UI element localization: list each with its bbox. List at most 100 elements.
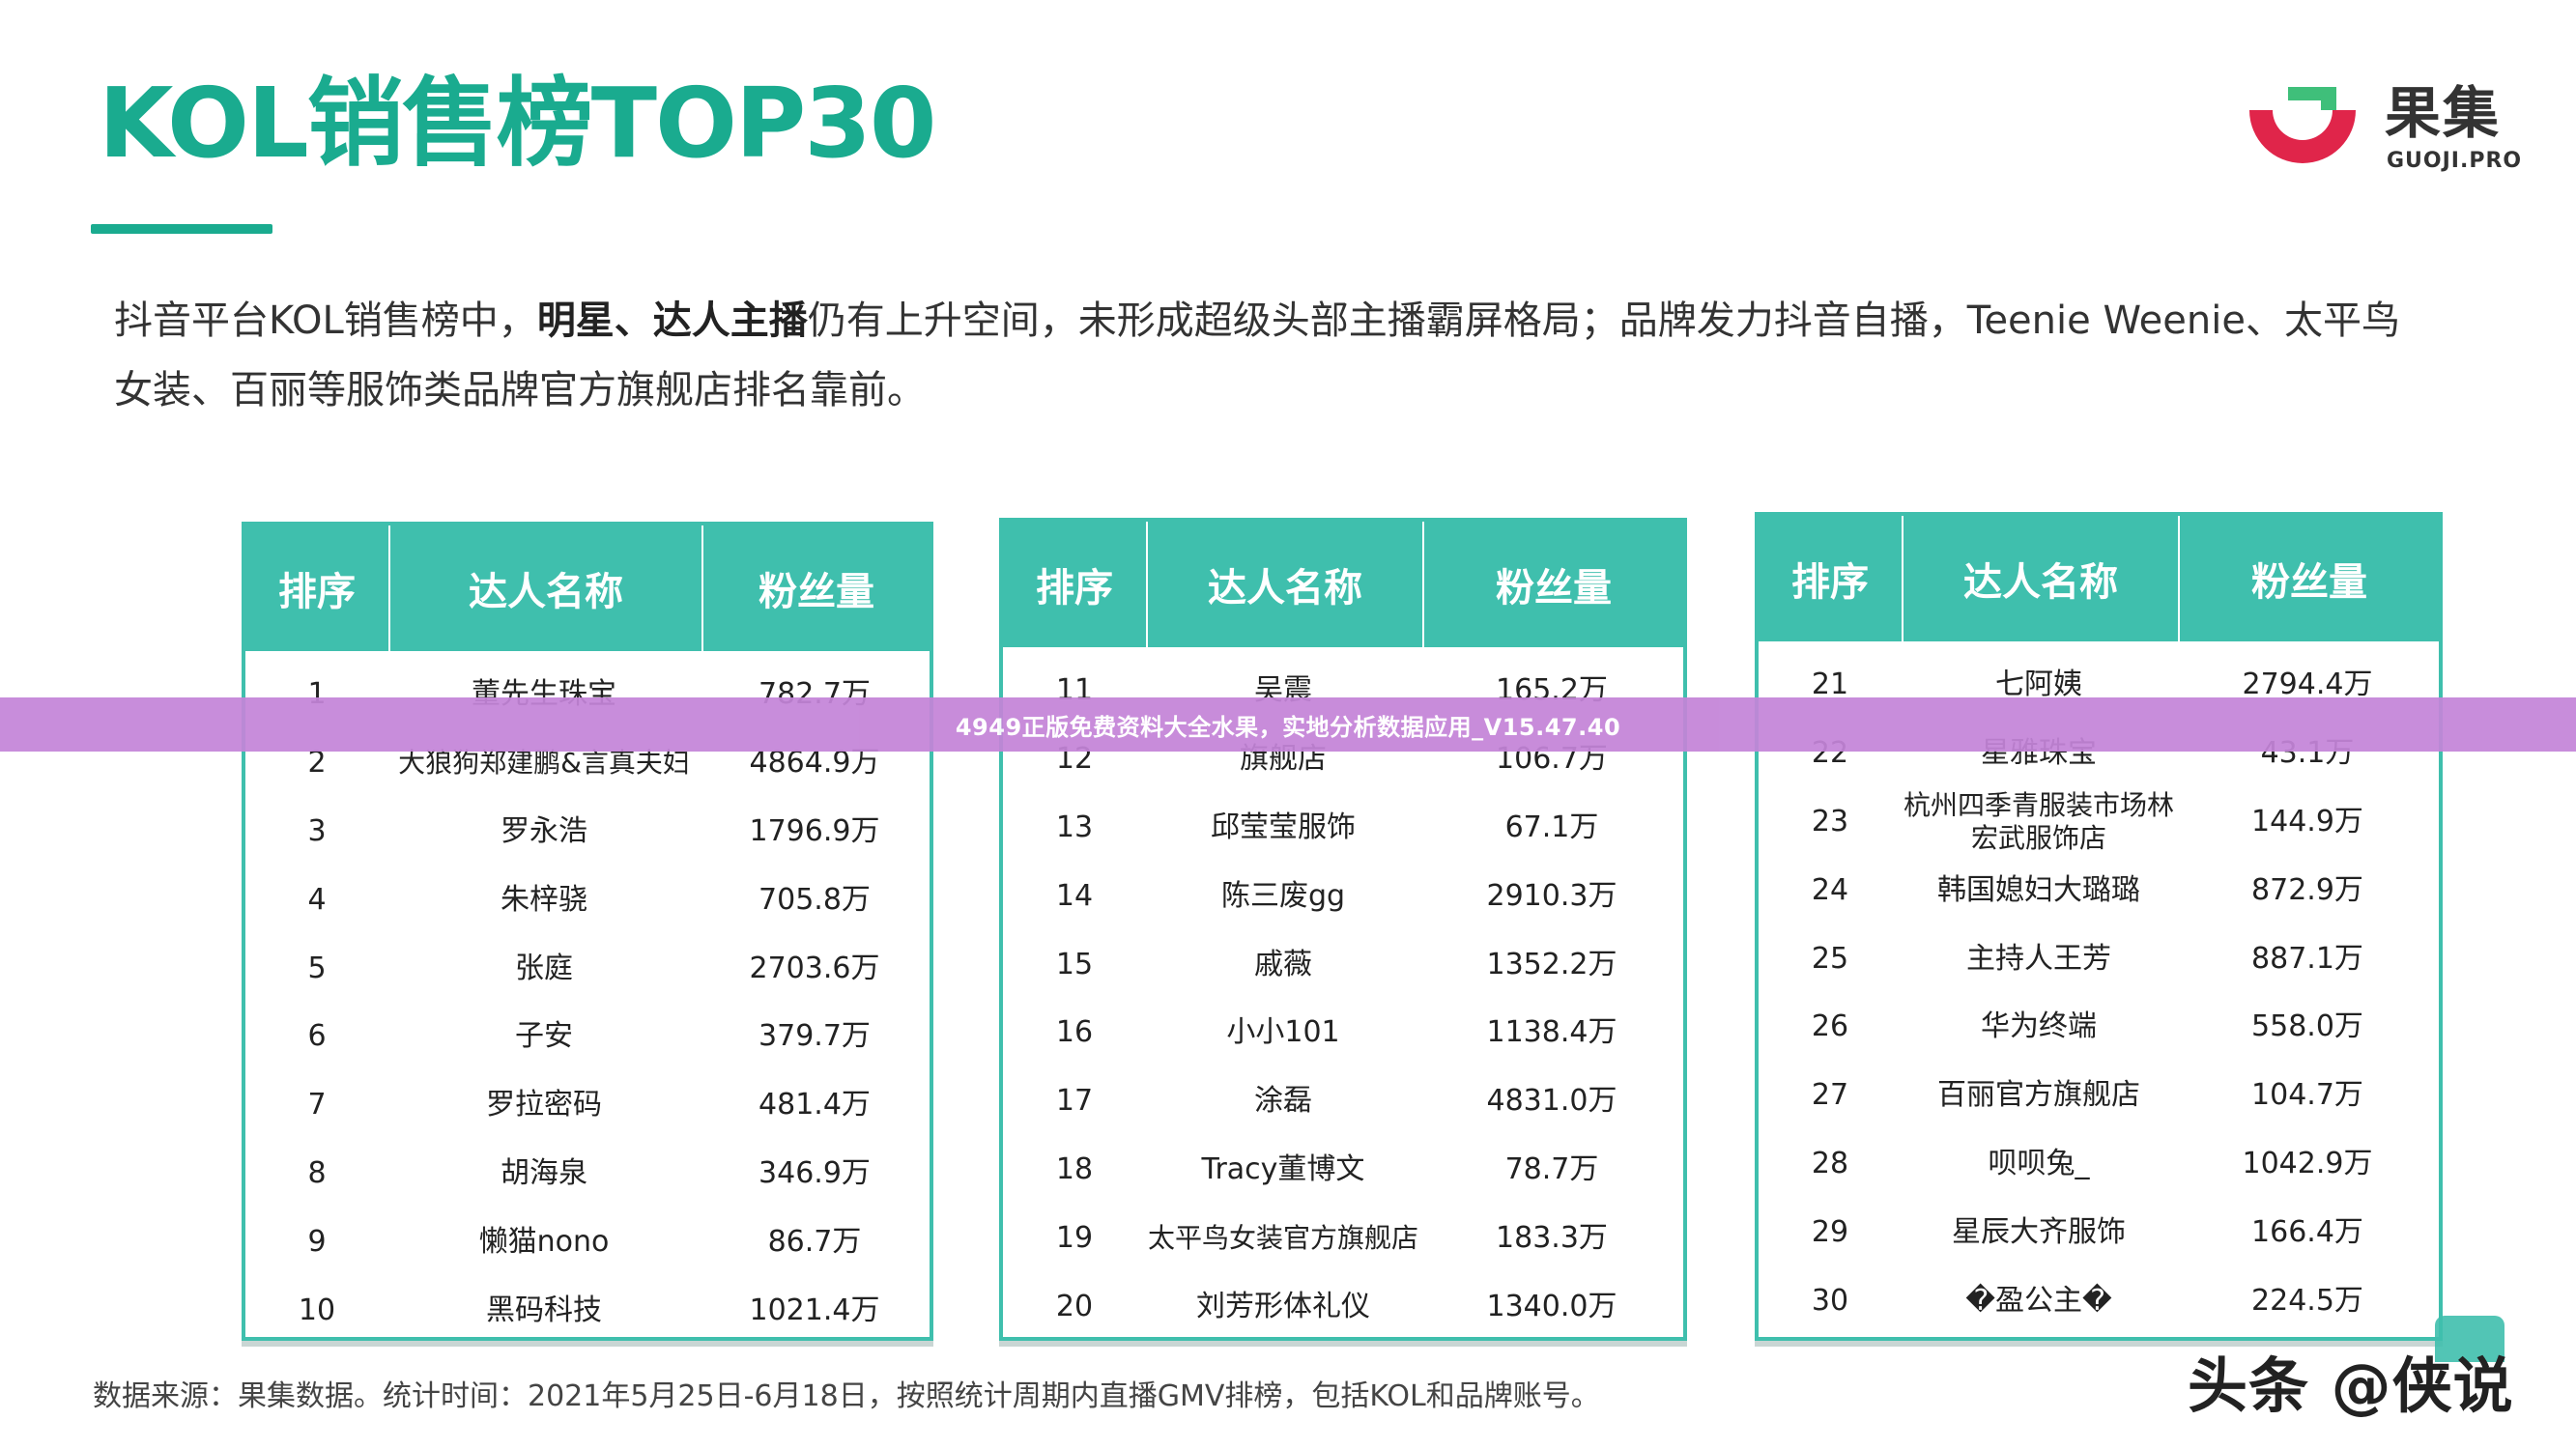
table-row: 2 大狼狗郑建鹏&言真夫妇 4864.9万: [245, 729, 930, 798]
cell-fans: 224.5万: [2251, 1283, 2363, 1318]
source-watermark: 头条 @侠说: [2188, 1350, 2514, 1421]
cell-rank: 28: [1811, 1146, 1849, 1180]
table-row: 28 呗呗兔_ 1042.9万: [1759, 1130, 2439, 1199]
cell-fans: 4831.0万: [1486, 1084, 1617, 1119]
table-body: 1 董先生珠宝 782.7万 2 大狼狗郑建鹏&言真夫妇 4864.9万 3 罗永浩 179…: [245, 651, 930, 1345]
title-underline: [91, 224, 272, 234]
table-row: 14 陈三废gg 2910.3万: [1003, 862, 1683, 930]
overlay-banner[interactable]: 4949正版免费资料大全水果，实地分析数据应用_V15.47.40: [0, 697, 2576, 752]
table-row: 18 Tracy董博文 78.7万: [1003, 1136, 1683, 1205]
cell-fans: 67.1万: [1504, 810, 1599, 844]
table-row: 17 涂磊 4831.0万: [1003, 1067, 1683, 1136]
description-part2: 仍有上升空间，未形成超级头部主播霸屏格局；品牌发力抖音自播，Teenie Wee…: [114, 298, 2400, 412]
cell-name: 涂磊: [1254, 1084, 1312, 1119]
table-row: 3 罗永浩 1796.9万: [245, 798, 930, 867]
header-rank: 排序: [1003, 522, 1148, 647]
table-row: 20 刘芳形体礼仪 1340.0万: [1003, 1272, 1683, 1341]
table-body: 11 吴震 165.2万 12 旗舰店 106.7万 13 邱莹莹服饰 67.1万 14 陈三…: [1003, 647, 1683, 1341]
brand-logo: 果集 GUOJI.PRO: [2240, 80, 2521, 178]
table-header: 排序 达人名称 粉丝量: [245, 526, 930, 651]
cell-fans: 183.3万: [1496, 1220, 1608, 1255]
cell-name: 朱梓骁: [501, 882, 587, 917]
cell-fans: 1138.4万: [1486, 1015, 1617, 1050]
cell-fans: 1340.0万: [1486, 1289, 1617, 1323]
cell-name: 邱莹莹服饰: [1211, 810, 1356, 844]
table-row: 24 韩国媳妇大璐璐 872.9万: [1759, 856, 2439, 924]
kol-table-2: 排序 达人名称 粉丝量 11 吴震 165.2万 12 旗舰店 106.7万 13 邱莹莹…: [999, 518, 1687, 1341]
banner-text[interactable]: 4949正版免费资料大全水果，实地分析数据应用_V15.47.40: [955, 713, 1621, 741]
corner-decoration: [2435, 1316, 2504, 1362]
cell-fans: 2703.6万: [749, 951, 880, 985]
cell-rank: 5: [307, 951, 327, 985]
cell-rank: 14: [1055, 878, 1094, 913]
cell-rank: 18: [1055, 1151, 1094, 1186]
cell-fans: 144.9万: [2251, 804, 2363, 838]
cell-name: 刘芳形体礼仪: [1196, 1289, 1370, 1323]
header-name: 达人名称: [1903, 516, 2180, 641]
table-row: 10 黑码科技 1021.4万: [245, 1276, 930, 1345]
cell-name: 黑码科技: [486, 1293, 602, 1327]
cell-fans: 86.7万: [767, 1224, 862, 1259]
table-row: 29 星辰大齐服饰 166.4万: [1759, 1198, 2439, 1266]
cell-rank: 21: [1811, 668, 1849, 702]
guoji-logo-icon: [2249, 87, 2356, 163]
cell-name: 星辰大齐服饰: [1952, 1214, 2126, 1249]
cell-name: 陈三废gg: [1220, 878, 1346, 913]
table-row: 15 戚薇 1352.2万: [1003, 930, 1683, 999]
cell-fans: 166.4万: [2251, 1214, 2363, 1249]
cell-name: 懒猫nono: [478, 1224, 610, 1259]
table-row: 7 罗拉密码 481.4万: [245, 1071, 930, 1140]
description-bold: 明星、达人主播: [536, 298, 808, 343]
cell-rank: 7: [307, 1088, 327, 1122]
header-name: 达人名称: [1148, 522, 1424, 647]
cell-rank: 23: [1811, 804, 1849, 838]
cell-fans: 2794.4万: [2242, 668, 2373, 702]
cell-name: 太平鸟女装官方旗舰店: [1147, 1221, 1418, 1254]
table-row: 26 华为终端 558.0万: [1759, 993, 2439, 1062]
table-row: 4 朱梓骁 705.8万: [245, 866, 930, 934]
cell-rank: 9: [307, 1224, 327, 1259]
cell-name: 戚薇: [1254, 947, 1312, 981]
table-body: 21 七阿姨 2794.4万 22 星雅珠宝 43.1万 23 杭州四季青服装市场林宏武服…: [1759, 641, 2439, 1335]
page-title: KOL销售榜TOP30: [99, 67, 936, 180]
cell-fans: 104.7万: [2251, 1078, 2363, 1113]
cell-name: 呗呗兔_: [1988, 1146, 2090, 1180]
logo-text-cn: 果集: [2385, 80, 2502, 146]
cell-rank: 8: [307, 1155, 327, 1190]
cell-fans: 2910.3万: [1486, 878, 1617, 913]
cell-fans: 1796.9万: [749, 813, 880, 848]
cell-name: 百丽官方旗舰店: [1937, 1078, 2140, 1113]
cell-rank: 2: [307, 746, 327, 781]
cell-rank: 17: [1055, 1084, 1094, 1119]
header-fans: 粉丝量: [1496, 566, 1612, 611]
cell-fans: 481.4万: [758, 1088, 871, 1122]
cell-rank: 15: [1055, 947, 1094, 981]
cell-name: 大狼狗郑建鹏&言真夫妇: [398, 747, 690, 780]
cell-rank: 16: [1055, 1015, 1094, 1050]
cell-rank: 27: [1811, 1078, 1849, 1113]
cell-rank: 30: [1811, 1283, 1849, 1318]
cell-rank: 25: [1811, 941, 1849, 976]
cell-name: 七阿姨: [1995, 668, 2082, 702]
cell-name: 小小101: [1226, 1015, 1340, 1050]
cell-fans: 558.0万: [2251, 1009, 2363, 1044]
cell-fans: 1042.9万: [2242, 1146, 2373, 1180]
description: 抖音平台KOL销售榜中，明星、达人主播仍有上升空间，未形成超级头部主播霸屏格局；…: [114, 286, 2414, 425]
table-row: 8 胡海泉 346.9万: [245, 1140, 930, 1208]
cell-fans: 1352.2万: [1486, 947, 1617, 981]
cell-rank: 13: [1055, 810, 1094, 844]
table-row: 5 张庭 2703.6万: [245, 934, 930, 1003]
header-rank: 排序: [245, 526, 390, 651]
header-name: 达人名称: [390, 526, 703, 651]
cell-name: 罗永浩: [501, 813, 587, 848]
kol-table-3: 排序 达人名称 粉丝量 21 七阿姨 2794.4万 22 星雅珠宝 43.1万 23 杭…: [1755, 512, 2443, 1341]
cell-name: 胡海泉: [501, 1155, 587, 1190]
cell-fans: 346.9万: [758, 1155, 871, 1190]
cell-fans: 1021.4万: [749, 1293, 880, 1327]
cell-fans: 705.8万: [758, 882, 871, 917]
table-row: 21 七阿姨 2794.4万: [1759, 651, 2439, 720]
cell-name: 子安: [515, 1019, 573, 1054]
table-row: 23 杭州四季青服装市场林宏武服饰店 144.9万: [1759, 788, 2439, 857]
cell-name: 韩国媳妇大璐璐: [1937, 872, 2140, 907]
cell-fans: 78.7万: [1504, 1151, 1599, 1186]
